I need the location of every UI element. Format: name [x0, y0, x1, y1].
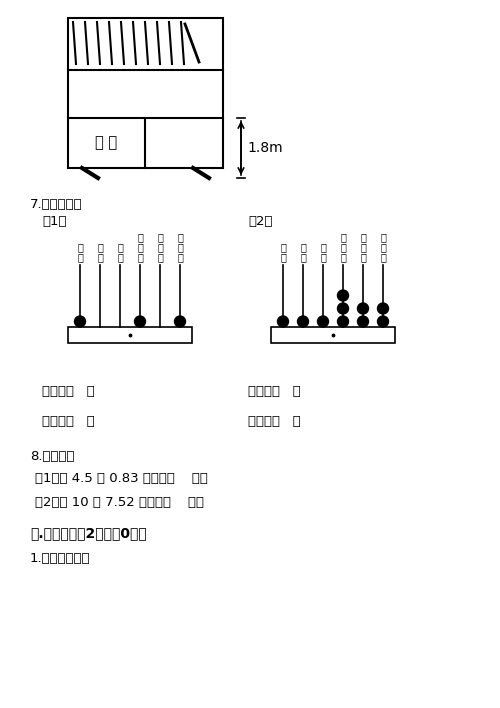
- Text: 位: 位: [77, 252, 83, 262]
- Text: 位: 位: [177, 252, 183, 262]
- Text: 读作：（   ）: 读作：（ ）: [42, 415, 95, 428]
- Text: 十: 十: [300, 242, 306, 252]
- Text: 千: 千: [380, 232, 386, 242]
- Text: 1.用竖式计算。: 1.用竖式计算。: [30, 552, 90, 565]
- Text: 分: 分: [137, 242, 143, 252]
- Text: 四.计算题（共2题，兲0分）: 四.计算题（共2题，兲0分）: [30, 526, 147, 540]
- Text: 百: 百: [77, 242, 83, 252]
- Text: 分: 分: [360, 242, 366, 252]
- Text: 分: 分: [177, 242, 183, 252]
- Text: 位: 位: [137, 252, 143, 262]
- Text: （2）: （2）: [248, 215, 272, 228]
- Text: 写作：（   ）: 写作：（ ）: [42, 385, 95, 398]
- Text: 写作：（   ）: 写作：（ ）: [248, 385, 301, 398]
- Text: 位: 位: [97, 252, 103, 262]
- Circle shape: [338, 303, 348, 314]
- Text: 百: 百: [157, 232, 163, 242]
- Circle shape: [358, 316, 368, 327]
- Text: 百: 百: [360, 232, 366, 242]
- Text: 位: 位: [157, 252, 163, 262]
- Text: 位: 位: [320, 252, 326, 262]
- Text: 分: 分: [157, 242, 163, 252]
- Text: （2）比 10 少 7.52 的数是（    ）。: （2）比 10 少 7.52 的数是（ ）。: [35, 496, 204, 509]
- Text: 读作：（   ）: 读作：（ ）: [248, 415, 301, 428]
- Circle shape: [358, 303, 368, 314]
- Circle shape: [74, 316, 86, 327]
- Text: 个: 个: [117, 242, 123, 252]
- Text: 个: 个: [320, 242, 326, 252]
- Text: 十: 十: [137, 232, 143, 242]
- Text: 8.填一填。: 8.填一填。: [30, 450, 74, 463]
- Circle shape: [378, 316, 388, 327]
- Circle shape: [318, 316, 328, 327]
- Text: 位: 位: [340, 252, 346, 262]
- Text: 1.8m: 1.8m: [247, 141, 282, 155]
- Text: 位: 位: [360, 252, 366, 262]
- Text: 分: 分: [340, 242, 346, 252]
- Circle shape: [174, 316, 186, 327]
- Circle shape: [278, 316, 288, 327]
- Text: 位: 位: [280, 252, 286, 262]
- Bar: [68, 18, 223, 168]
- Text: 位: 位: [380, 252, 386, 262]
- Text: （1）比 4.5 多 0.83 的数是（    ）。: （1）比 4.5 多 0.83 的数是（ ）。: [35, 472, 208, 485]
- Circle shape: [134, 316, 145, 327]
- Text: 7.读读写写。: 7.读读写写。: [30, 198, 82, 211]
- Text: 十: 十: [340, 232, 346, 242]
- Circle shape: [378, 303, 388, 314]
- Bar: [68, 327, 192, 343]
- Circle shape: [338, 316, 348, 327]
- Text: （1）: （1）: [42, 215, 66, 228]
- Circle shape: [338, 290, 348, 301]
- Text: 位: 位: [300, 252, 306, 262]
- Text: 位: 位: [117, 252, 123, 262]
- Circle shape: [298, 316, 308, 327]
- Text: 分: 分: [380, 242, 386, 252]
- Text: 百: 百: [280, 242, 286, 252]
- Text: 十: 十: [97, 242, 103, 252]
- Bar: [271, 327, 395, 343]
- Text: （ ）: （ ）: [95, 135, 117, 151]
- Text: 千: 千: [177, 232, 183, 242]
